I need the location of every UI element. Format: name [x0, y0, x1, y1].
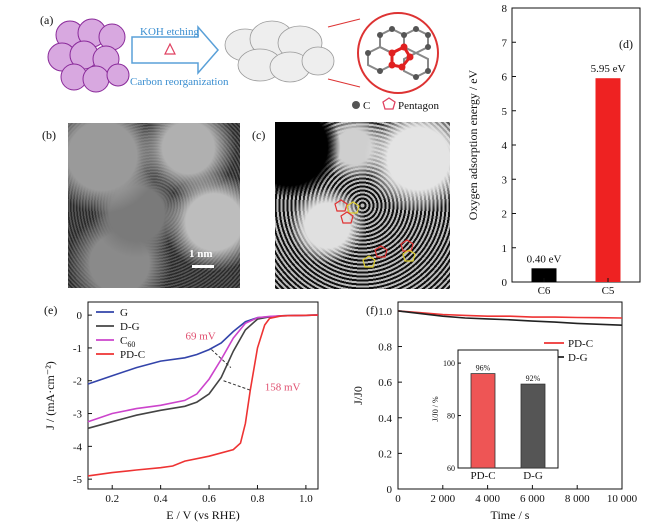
scale-bar — [192, 265, 214, 268]
inset-bar-value-label: 92% — [526, 374, 541, 383]
panel-f: 0 2 000 4 000 6 000 8 000 10 000 0 0.2 0.4 0.6 0.8… — [340, 298, 661, 525]
y-tick-label: 8 — [502, 3, 508, 15]
carbon-dot-icon — [352, 101, 360, 109]
arrow-top-text: KOH etching — [140, 26, 199, 38]
pentagon-legend-icon — [382, 97, 396, 110]
x-axis-label: Time / s — [491, 508, 530, 522]
legend-label: G — [120, 307, 128, 319]
y-tick-label: 0 — [502, 277, 508, 289]
legend-label: D-G — [120, 321, 140, 333]
panel-a: (a) KOH etching Carbon reorganization — [40, 5, 470, 115]
defective-carbon-icon — [224, 20, 335, 83]
y-tick-label: -5 — [73, 474, 83, 486]
annotation-arrow — [211, 349, 232, 368]
panel-b-micrograph: 1 nm — [68, 123, 240, 288]
inset-bar-pd-c — [470, 373, 496, 469]
panel-e: 0.2 0.4 0.6 0.8 1.0 0 -1 -2 -3 -4 -5 G D-G C60 PD-C 69 … — [40, 298, 325, 525]
pentagon-zoom-icon — [357, 12, 439, 94]
series-pd-c-line — [87, 314, 319, 477]
legend-subscript: 60 — [127, 340, 135, 349]
annotation-158mv: 158 mV — [265, 382, 301, 394]
panel-d-label: (d) — [619, 37, 633, 51]
legend-label: C60 — [120, 335, 135, 349]
fullerene-cluster-icon — [47, 18, 130, 93]
legend-c-text: C — [363, 100, 370, 112]
panel-a-schematic: KOH etching Carbon reorganization C Pen — [47, 12, 439, 112]
y-axis-label: J / (mA·cm⁻²) — [43, 361, 57, 430]
y-tick-label: 0.2 — [378, 448, 392, 460]
y-tick-label: 0.6 — [378, 377, 392, 389]
annotation-arrow — [223, 380, 252, 392]
y-tick-label: 2 — [502, 209, 508, 221]
bar-value-label: 0.40 eV — [527, 253, 562, 265]
x-tick-label: 1.0 — [299, 493, 313, 505]
chart-f: 0 2 000 4 000 6 000 8 000 10 000 0 0.2 0.4 0.6 0.8… — [351, 301, 638, 522]
process-arrow-icon — [131, 24, 219, 76]
y-axis-label: Oxygen adsorption energy / eV — [466, 69, 480, 220]
y-tick-label: 0.4 — [378, 413, 392, 425]
x-tick-label: 8 000 — [565, 493, 590, 505]
inset-y-tick-label: 100 — [443, 359, 455, 368]
plot-frame — [397, 301, 623, 490]
inset-y-axis-label: J/J0 / % — [431, 396, 440, 422]
bar-c5 — [595, 78, 621, 283]
x-tick-label: C6 — [538, 285, 551, 297]
pentagon-markers — [334, 199, 416, 268]
legend-label: PD-C — [120, 349, 145, 361]
panel-a-label: (a) — [40, 13, 54, 27]
y-tick-label: 5 — [502, 106, 508, 118]
panel-b-label: (b) — [42, 128, 56, 142]
panel-f-label: (f) — [366, 303, 378, 317]
plot-frame — [87, 301, 319, 490]
x-tick-label: 0.4 — [154, 493, 168, 505]
bar-value-label: 5.95 eV — [591, 63, 626, 75]
panel-c-label: (c) — [252, 128, 266, 142]
inset-x-tick-label: PD-C — [470, 470, 495, 482]
chart-d: 0 1 2 3 4 5 6 7 8 0.40 eV C6 5.95 eV C5 (d) Oxygen ads… — [466, 3, 641, 297]
x-axis-label: E / V (vs RHE) — [166, 508, 240, 522]
y-tick-label: 4 — [502, 140, 508, 152]
scale-bar-label: 1 nm — [189, 248, 213, 260]
y-tick-label: 1 — [502, 243, 508, 255]
x-tick-label: C5 — [602, 285, 615, 297]
legend-label: D-G — [568, 352, 588, 364]
inset-bar-value-label: 96% — [476, 364, 491, 373]
x-tick-label: 0.2 — [105, 493, 119, 505]
inset-y-tick-label: 60 — [447, 464, 455, 473]
x-tick-label: 0.6 — [202, 493, 216, 505]
y-axis-label: J/J0 — [351, 386, 365, 405]
inset-x-tick-label: D-G — [523, 470, 543, 482]
y-tick-label: -4 — [73, 441, 83, 453]
arrow-bottom-text: Carbon reorganization — [130, 76, 229, 88]
y-tick-label: 0 — [77, 310, 83, 322]
x-tick-label: 2 000 — [430, 493, 455, 505]
y-tick-label: 0.8 — [378, 342, 392, 354]
y-tick-label: 1.0 — [378, 306, 392, 318]
x-tick-label: 4 000 — [475, 493, 500, 505]
y-tick-label: 3 — [502, 174, 508, 186]
x-tick-label: 0.8 — [251, 493, 265, 505]
y-tick-label: -3 — [73, 409, 83, 421]
series-pd-c-line — [397, 310, 623, 319]
x-tick-label: 10 000 — [607, 493, 638, 505]
y-tick-label: 7 — [502, 37, 508, 49]
x-tick-label: 6 000 — [520, 493, 545, 505]
y-tick-label: 0 — [387, 484, 393, 496]
inset-y-tick-label: 80 — [447, 412, 455, 421]
y-tick-label: -1 — [73, 343, 82, 355]
bar-c6 — [531, 268, 557, 282]
series-c60-line — [87, 314, 319, 423]
series-d-g-line — [397, 310, 623, 326]
y-tick-label: -2 — [73, 376, 82, 388]
panel-e-label: (e) — [44, 303, 57, 317]
legend-label: PD-C — [568, 338, 593, 350]
x-tick-label: 0 — [395, 493, 401, 505]
inset-bar-d-g — [520, 383, 546, 469]
y-tick-label: 6 — [502, 72, 508, 84]
panel-d: 0 1 2 3 4 5 6 7 8 0.40 eV C6 5.95 eV C5 (d) Oxygen ads… — [455, 0, 661, 300]
annotation-69mv: 69 mV — [185, 331, 215, 343]
legend-pentagon-text: Pentagon — [398, 100, 439, 112]
panel-c-micrograph — [275, 122, 450, 289]
